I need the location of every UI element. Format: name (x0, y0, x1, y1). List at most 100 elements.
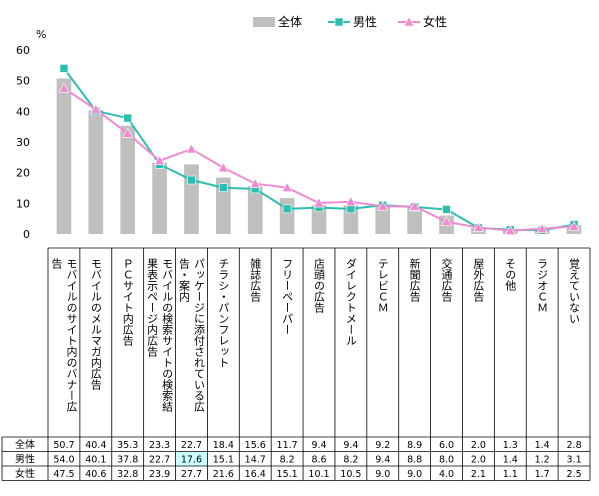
category-label-14: その他 (504, 258, 517, 291)
point-2-6 (249, 178, 261, 189)
point-2-9 (345, 196, 357, 207)
row-label-1: 男性 (15, 452, 35, 465)
table-cell-0-13: 2.0 (471, 440, 486, 451)
table-cell-0-6: 15.6 (245, 440, 266, 451)
point-2-4 (185, 143, 197, 154)
table-cell-1-0: 54.0 (53, 454, 74, 465)
table-cell-2-0: 47.5 (53, 469, 74, 480)
legend-label-2: 女性 (423, 14, 447, 29)
point-2-8 (313, 197, 325, 208)
table-cell-0-1: 40.4 (85, 440, 106, 451)
category-label-10: テレビＣＭ (376, 258, 389, 313)
point-2-10 (377, 200, 389, 211)
table-cell-1-13: 2.0 (471, 454, 486, 465)
table-cell-0-7: 11.7 (277, 440, 298, 451)
point-2-3 (154, 155, 166, 166)
table-cell-2-14: 1.1 (503, 469, 518, 480)
legend-marker-2 (403, 16, 415, 27)
point-1-12 (442, 205, 451, 214)
table-cell-2-6: 16.4 (245, 469, 266, 480)
bar-8 (311, 205, 327, 234)
category-label-11: 新聞広告 (408, 257, 421, 303)
point-2-7 (281, 182, 293, 192)
bar-2 (120, 125, 136, 234)
point-2-1 (90, 103, 102, 114)
table-cell-0-8: 9.4 (311, 440, 326, 451)
table-cell-0-2: 35.3 (117, 440, 138, 451)
y-tick-label: 50 (16, 75, 30, 88)
table-cell-2-10: 9.0 (375, 469, 390, 480)
point-2-13 (472, 221, 484, 232)
table-cell-2-16: 2.5 (567, 469, 582, 480)
table-cell-1-3: 22.7 (149, 454, 170, 465)
category-label-9: ダイレクトメール (344, 258, 357, 346)
category-label-8: 店頭の広告 (313, 257, 326, 314)
point-1-0 (59, 64, 69, 73)
bar-10 (375, 205, 391, 234)
legend-swatch-0 (253, 17, 275, 27)
point-2-12 (441, 216, 453, 227)
table-cell-0-11: 8.9 (407, 440, 422, 451)
bar-3 (152, 162, 167, 234)
point-1-5 (219, 183, 228, 192)
table-cell-2-7: 15.1 (277, 469, 298, 480)
table-cell-1-10: 9.4 (375, 454, 390, 465)
legend-marker-1 (334, 17, 344, 27)
category-label-12: 交通広告 (440, 257, 453, 303)
table-cell-1-4: 17.6 (181, 454, 202, 465)
y-tick-label: 0 (23, 228, 30, 241)
point-2-11 (409, 200, 421, 211)
category-label-0-0: モバイルのサイト内のバナー広 (65, 258, 78, 413)
table-cell-0-9: 9.4 (343, 440, 358, 451)
category-label-16: 覚えていない (568, 258, 581, 324)
bar-6 (247, 186, 263, 234)
table-cell-1-7: 8.2 (280, 454, 295, 465)
table-cell-2-13: 2.1 (471, 469, 486, 480)
table-cell-1-9: 8.2 (343, 454, 358, 465)
bar-0 (56, 78, 72, 235)
y-axis: 0 10 20 30 40 50 60 (16, 44, 30, 241)
category-label-15: ラジオＣＭ (536, 258, 549, 313)
row-label-0: 全体 (15, 438, 35, 451)
category-label-3-1: 果表示ページ内広告 (146, 258, 159, 358)
table-cell-0-10: 9.2 (375, 440, 390, 451)
highlight-cell (175, 451, 208, 466)
table-cell-2-2: 32.8 (117, 469, 138, 480)
category-label-2: ＰＣサイト内広告 (121, 258, 134, 347)
table-cell-0-15: 1.4 (535, 440, 550, 451)
legend: 全体 男性 女性 (253, 14, 447, 29)
table-cell-0-14: 1.3 (503, 440, 518, 451)
table-cell-2-3: 23.9 (149, 469, 170, 480)
category-label-6: 雑誌広告 (249, 257, 262, 303)
y-tick-label: 40 (16, 105, 30, 118)
category-label-13: 屋外広告 (472, 258, 485, 303)
table-cell-0-16: 2.8 (567, 440, 582, 451)
bar-11 (407, 206, 422, 234)
point-2-14 (504, 225, 516, 235)
category-label-4-1: 告・案内 (177, 258, 190, 303)
table-cell-1-12: 8.0 (439, 454, 454, 465)
table-cell-2-4: 27.7 (181, 469, 202, 480)
table-cell-2-15: 1.7 (535, 469, 550, 480)
table-cell-1-15: 1.2 (535, 454, 550, 465)
category-label-3-0: モバイルの検索サイトの検索結 (161, 258, 174, 413)
table-cell-1-16: 3.1 (567, 454, 582, 465)
table-cell-1-14: 1.4 (503, 454, 518, 465)
table-cell-0-5: 18.4 (213, 440, 234, 451)
legend-label-1: 男性 (353, 15, 377, 29)
table-cell-2-8: 10.1 (308, 469, 329, 480)
table-cell-2-1: 40.6 (85, 469, 106, 480)
table-cell-2-12: 4.0 (439, 469, 454, 480)
point-1-4 (187, 175, 196, 185)
legend-label-0: 全体 (278, 14, 302, 29)
table-cell-1-1: 40.1 (85, 454, 106, 465)
category-label-4-0: パッケージに添付されている広 (192, 258, 205, 413)
series-lines (58, 64, 580, 235)
point-2-16 (568, 220, 580, 231)
table-cell-0-12: 6.0 (439, 440, 454, 451)
table-cell-0-4: 22.7 (181, 440, 202, 451)
y-tick-label: 30 (16, 136, 30, 149)
table-cell-2-9: 10.5 (340, 469, 361, 480)
table-cell-2-11: 9.0 (407, 469, 422, 480)
